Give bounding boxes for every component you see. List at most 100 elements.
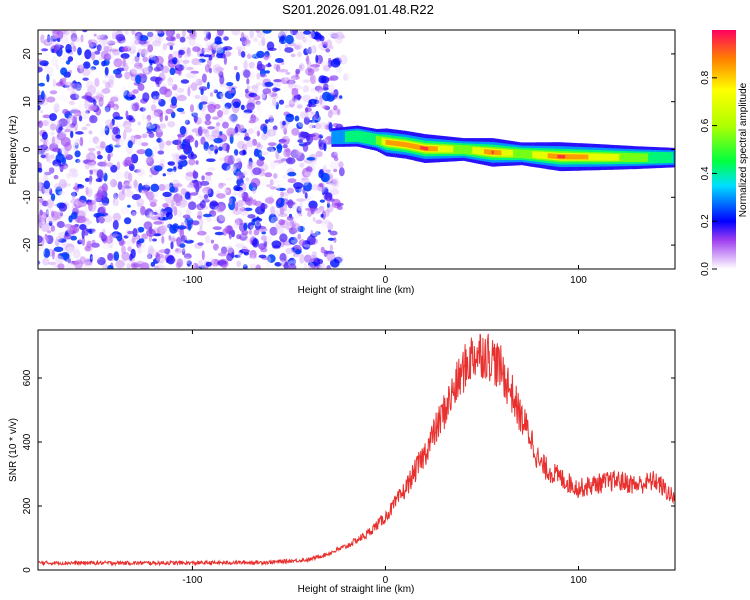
noise-speckle	[304, 107, 312, 113]
ridge-cell	[549, 153, 552, 159]
noise-speckle	[228, 88, 236, 94]
noise-speckle	[177, 198, 188, 208]
ridge-cell	[624, 152, 627, 163]
noise-speckle	[305, 57, 309, 62]
noise-speckle	[238, 92, 245, 98]
noise-speckle	[137, 65, 144, 71]
noise-speckle	[218, 182, 224, 189]
noise-speckle	[329, 91, 336, 96]
ridge-cell	[557, 154, 560, 159]
ridge-cell	[661, 152, 664, 164]
noise-speckle	[299, 65, 303, 70]
noise-speckle	[155, 37, 165, 42]
noise-speckle	[138, 213, 143, 223]
noise-speckle	[129, 68, 138, 77]
noise-speckle	[204, 119, 212, 126]
y-tick-label: 200	[22, 497, 33, 514]
noise-speckle	[187, 86, 191, 97]
noise-speckle	[188, 221, 192, 231]
ridge-cell	[520, 149, 523, 159]
noise-speckle	[147, 44, 154, 53]
noise-speckle	[131, 30, 136, 35]
noise-speckle	[213, 137, 223, 144]
noise-speckle	[285, 34, 294, 45]
noise-speckle	[38, 89, 41, 96]
noise-speckle	[334, 150, 341, 156]
noise-speckle	[149, 174, 153, 178]
noise-speckle	[153, 221, 163, 225]
noise-speckle	[84, 206, 88, 215]
noise-speckle	[323, 192, 333, 201]
noise-speckle	[329, 45, 334, 50]
noise-speckle	[292, 223, 301, 233]
noise-speckle	[110, 178, 117, 188]
noise-speckle	[296, 198, 306, 202]
ridge-cell	[522, 149, 525, 159]
noise-speckle	[94, 77, 100, 88]
noise-speckle	[226, 164, 237, 174]
ridge-cell	[615, 154, 618, 161]
noise-speckle	[286, 99, 297, 105]
noise-speckle	[204, 64, 210, 73]
ridge-cell	[489, 149, 492, 155]
noise-speckle	[283, 261, 289, 269]
noise-speckle	[151, 40, 162, 47]
noise-speckle	[214, 231, 225, 236]
noise-speckle	[58, 166, 68, 170]
noise-speckle	[182, 59, 190, 64]
x-tick-label: 0	[383, 275, 389, 286]
noise-speckle	[263, 46, 268, 53]
ridge-cell	[605, 153, 608, 161]
noise-speckle	[274, 115, 281, 121]
noise-speckle	[134, 62, 143, 69]
noise-speckle	[67, 226, 73, 236]
noise-speckle	[328, 57, 332, 63]
noise-speckle	[245, 177, 250, 182]
noise-speckle	[135, 74, 142, 85]
noise-speckle	[276, 224, 282, 235]
noise-speckle	[137, 121, 141, 126]
noise-speckle	[255, 30, 261, 33]
noise-speckle	[68, 100, 75, 106]
ridge-cell	[634, 153, 637, 162]
noise-speckle	[126, 263, 131, 269]
noise-speckle	[251, 48, 256, 58]
noise-speckle	[280, 156, 288, 167]
noise-speckle	[221, 162, 231, 171]
noise-speckle	[40, 110, 44, 114]
noise-speckle	[38, 82, 45, 87]
noise-speckle	[294, 94, 302, 100]
noise-speckle	[212, 264, 218, 269]
noise-speckle	[47, 230, 52, 234]
noise-speckle	[147, 31, 154, 38]
noise-speckle	[52, 136, 55, 146]
noise-speckle	[49, 123, 57, 131]
noise-speckle	[173, 43, 180, 53]
noise-speckle	[213, 103, 221, 110]
noise-speckle	[70, 130, 74, 139]
noise-speckle	[262, 105, 272, 115]
noise-speckle	[252, 186, 257, 194]
noise-speckle	[281, 30, 288, 36]
ridge-cell	[402, 142, 405, 147]
noise-speckle	[184, 135, 195, 143]
noise-speckle	[188, 201, 197, 210]
ridge-cell	[601, 153, 604, 161]
noise-speckle	[184, 173, 194, 182]
noise-speckle	[245, 196, 254, 207]
noise-speckle	[99, 134, 107, 139]
noise-speckle	[116, 139, 120, 148]
noise-speckle	[278, 177, 282, 186]
noise-speckle	[130, 209, 137, 216]
noise-speckle	[243, 222, 248, 231]
noise-speckle	[236, 131, 245, 138]
ridge-cell	[493, 149, 496, 155]
noise-speckle	[266, 41, 275, 51]
noise-speckle	[304, 254, 315, 264]
noise-speckle	[256, 141, 261, 148]
noise-speckle	[242, 111, 252, 119]
x-tick-label: -100	[182, 575, 202, 586]
noise-speckle	[276, 144, 283, 150]
noise-speckle	[115, 134, 121, 139]
